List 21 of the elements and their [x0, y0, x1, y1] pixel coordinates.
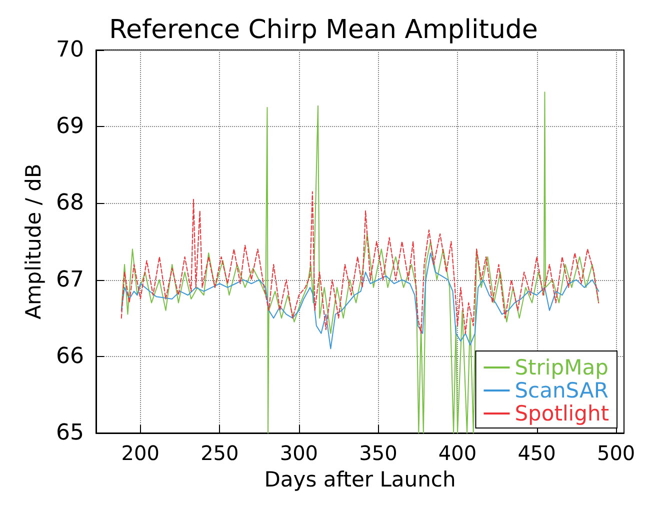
- y-axis-title: Amplitude / dB: [22, 164, 46, 320]
- legend-label: StripMap: [514, 356, 608, 380]
- x-tick-label: 500: [596, 441, 636, 465]
- x-tick-label: 200: [121, 441, 160, 465]
- y-tick-label: 70: [56, 38, 84, 62]
- line-series: [120, 252, 600, 350]
- y-tick-label: 69: [56, 114, 84, 140]
- x-axis-title: Days after Launch: [264, 468, 456, 492]
- line-series: [120, 191, 600, 334]
- y-tick-label: 66: [56, 344, 84, 369]
- y-tick-label: 68: [56, 190, 84, 216]
- x-tick-label: 300: [280, 441, 318, 465]
- legend-label: ScanSAR: [514, 378, 608, 402]
- x-tick-label: 250: [200, 441, 239, 465]
- y-tick-label: 67: [56, 267, 84, 292]
- x-tick-label: 400: [438, 441, 477, 465]
- x-tick-label: 450: [518, 441, 556, 465]
- chart-title: Reference Chirp Mean Amplitude: [109, 15, 538, 45]
- x-tick-label: 350: [359, 441, 398, 465]
- y-tick-label: 65: [56, 420, 84, 446]
- legend-label: Spotlight: [514, 402, 610, 426]
